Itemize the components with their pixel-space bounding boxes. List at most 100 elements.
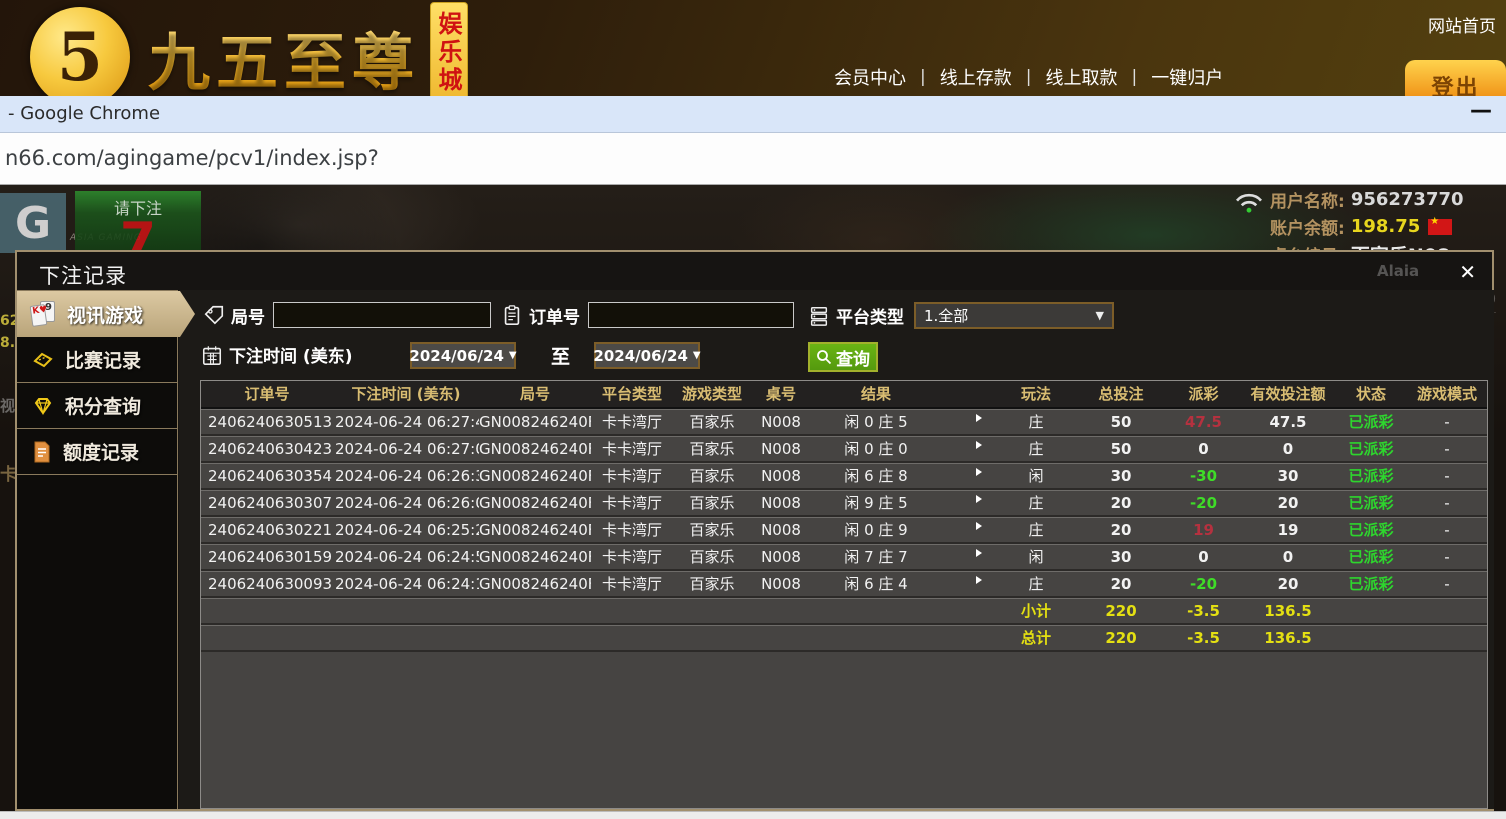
- cell-valid-bet: 47.5: [1269, 413, 1307, 431]
- cell-order-id: 240624063051352: [208, 413, 333, 431]
- cell-empty: [591, 598, 673, 624]
- cell-empty: [673, 625, 751, 651]
- cell-empty: [1407, 625, 1487, 651]
- cell-empty: [1407, 598, 1487, 624]
- cell-empty: [479, 598, 591, 624]
- cell-order-id: 240624063009311: [208, 575, 333, 593]
- date-from-button[interactable]: 2024/06/24 ▼: [409, 342, 517, 369]
- nav-withdraw[interactable]: 线上取款: [1045, 68, 1118, 89]
- cell-bet-time: 2024-06-24 06:27:02: [335, 440, 479, 458]
- cell-platform: 卡卡湾厅: [601, 440, 662, 458]
- subtotal-row-valid-bet: 136.5: [1264, 602, 1312, 620]
- platform-filter: 平台类型 1.全部 ▼: [808, 302, 1114, 329]
- cell-valid-bet: 20: [1277, 494, 1299, 512]
- cell-empty: [201, 625, 333, 651]
- cell-empty: [811, 598, 941, 624]
- table-row: 2406240630159392024-06-24 06:24:51GN0082…: [201, 544, 1487, 571]
- search-icon: [817, 350, 832, 365]
- cell-play: 闲: [1028, 467, 1044, 485]
- col-header-status: 状态: [1355, 385, 1386, 403]
- cell-empty: [333, 625, 479, 651]
- sidebar-item-points-query[interactable]: 积分查询: [17, 383, 177, 429]
- to-wrap: 至: [551, 342, 570, 369]
- cell-status: 已派彩: [1348, 494, 1394, 512]
- col-header-payout: 派彩: [1188, 385, 1219, 403]
- site-logo: 5 九五至尊 娱乐城: [30, 2, 469, 112]
- url-text[interactable]: n66.com/agingame/pcv1/index.jsp?: [5, 146, 379, 170]
- cell-empty: [591, 625, 673, 651]
- cell-status: 已派彩: [1348, 575, 1394, 593]
- cell-bet-time: 2024-06-24 06:25:23: [335, 521, 479, 539]
- window-bottom-edge: [0, 811, 1506, 819]
- col-header-game-type: 游戏类型: [681, 385, 742, 403]
- cell-total-bet: 30: [1110, 467, 1132, 485]
- cell-empty: [333, 598, 479, 624]
- logout-button[interactable]: 登出: [1405, 60, 1506, 101]
- cell-payout: 0: [1198, 548, 1209, 566]
- balance-value: 198.75: [1350, 216, 1421, 237]
- cell-round-id: GN008246240FO: [479, 521, 591, 539]
- platform-select-value: 1.全部: [924, 307, 969, 325]
- cell-result: 闲 0 庄 5: [844, 413, 908, 431]
- cell-bet-time: 2024-06-24 06:24:16: [335, 575, 479, 593]
- modal-sidebar: 9 K♥ 视讯游戏 比赛记录 积分查询: [17, 290, 178, 809]
- cell-table-no: N008: [761, 521, 801, 539]
- table-header-row: 订单号 下注时间 (美东) 局号 平台类型 游戏类型 桌号 结果 玩法 总投注 …: [201, 381, 1487, 409]
- cell-empty: [941, 625, 996, 651]
- col-header-video: [941, 381, 996, 407]
- calendar-icon: [202, 345, 222, 365]
- cell-platform: 卡卡湾厅: [601, 467, 662, 485]
- date-to-wrap: 2024/06/24 ▼: [593, 342, 701, 369]
- cell-empty: [201, 598, 333, 624]
- round-input[interactable]: [273, 302, 491, 328]
- chrome-titlebar: - Google Chrome —: [0, 96, 1506, 133]
- minimize-button[interactable]: —: [1470, 98, 1492, 123]
- nav-member-center[interactable]: 会员中心: [834, 68, 906, 89]
- cell-play: 庄: [1028, 440, 1044, 458]
- sidebar-item-quota-records[interactable]: 额度记录: [17, 429, 177, 475]
- chevron-down-icon: ▼: [508, 350, 517, 361]
- cell-payout: -20: [1189, 575, 1218, 593]
- date-to-button[interactable]: 2024/06/24 ▼: [593, 342, 701, 369]
- close-icon[interactable]: ✕: [1459, 260, 1476, 284]
- cell-bet-time: 2024-06-24 06:27:45: [335, 413, 479, 431]
- cell-empty: [673, 598, 751, 624]
- nav-one-key-transfer[interactable]: 一键归户: [1151, 68, 1224, 89]
- cell-game-type: 百家乐: [689, 575, 735, 593]
- cell-total-bet: 20: [1110, 521, 1132, 539]
- sidebar-item-video-games[interactable]: 9 K♥ 视讯游戏: [17, 291, 195, 337]
- table-row: 2406240630093112024-06-24 06:24:16GN0082…: [201, 571, 1487, 598]
- nav-deposit[interactable]: 线上存款: [939, 68, 1012, 89]
- cell-round-id: GN008246240FM: [479, 575, 591, 593]
- platform-select[interactable]: 1.全部 ▼: [914, 302, 1114, 329]
- sidebar-item-match-records[interactable]: 比赛记录: [17, 337, 177, 383]
- home-link[interactable]: 网站首页: [1428, 17, 1496, 37]
- cell-status: 已派彩: [1348, 521, 1394, 539]
- cell-platform: 卡卡湾厅: [601, 494, 662, 512]
- round-label: 局号: [231, 307, 265, 328]
- cell-payout: 19: [1193, 521, 1214, 539]
- cell-result: 闲 0 庄 0: [844, 440, 908, 458]
- cell-game-type: 百家乐: [689, 521, 735, 539]
- subtotal-row: 小计 220 -3.5 136.5: [201, 598, 1487, 625]
- brand-banner: 5 九五至尊 娱乐城 网站首页 会员中心 | 线上存款 | 线上取款 | 一键归…: [0, 0, 1506, 112]
- search-button[interactable]: 查询: [808, 342, 878, 372]
- site-title: 九五至尊: [148, 12, 420, 102]
- order-input[interactable]: [588, 302, 794, 328]
- cell-table-no: N008: [761, 467, 801, 485]
- total-row-total-bet: 220: [1105, 629, 1137, 647]
- cell-total-bet: 30: [1110, 548, 1132, 566]
- cell-platform: 卡卡湾厅: [601, 575, 662, 593]
- cell-game-type: 百家乐: [689, 494, 735, 512]
- total-row: 总计 220 -3.5 136.5: [201, 625, 1487, 652]
- chevron-down-icon: ▼: [692, 350, 701, 361]
- cell-bet-time: 2024-06-24 06:26:04: [335, 494, 479, 512]
- cell-total-bet: 20: [1110, 494, 1132, 512]
- subtotal-row-payout: -3.5: [1187, 602, 1220, 620]
- cell-valid-bet: 0: [1282, 440, 1294, 458]
- cell-result: 闲 6 庄 4: [844, 575, 908, 593]
- chrome-urlbar[interactable]: n66.com/agingame/pcv1/index.jsp?: [0, 133, 1506, 185]
- cell-order-id: 240624063030733: [208, 494, 333, 512]
- cell-video: [941, 571, 996, 596]
- asia-gaming-logo: G: [0, 193, 66, 253]
